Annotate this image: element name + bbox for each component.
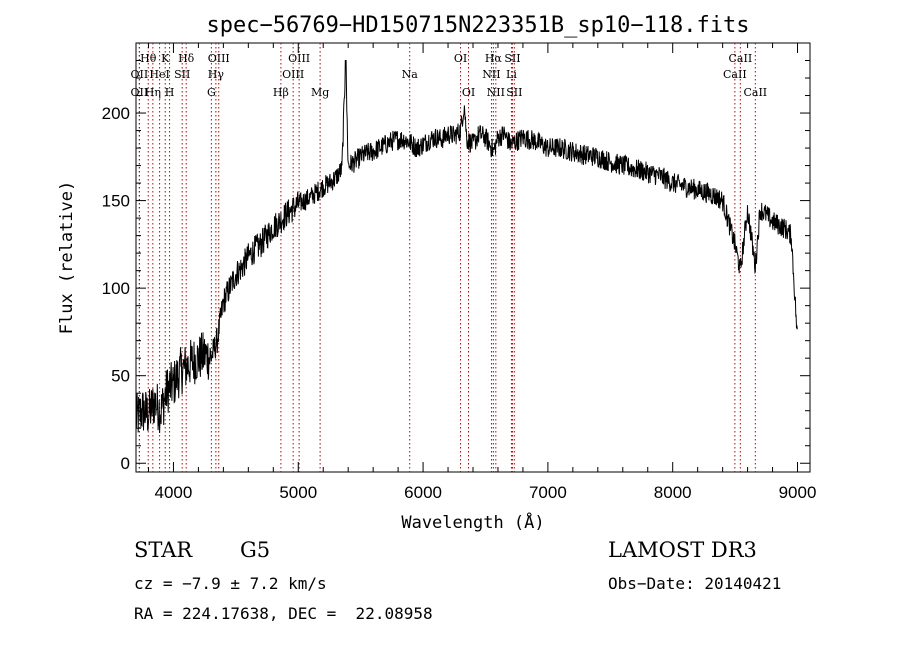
line-label-1: OII bbox=[131, 68, 149, 81]
x-tick-label-0: 4000 bbox=[155, 483, 193, 502]
line-label-11: Hγ bbox=[208, 68, 225, 81]
line-label-0: Hθ bbox=[140, 52, 157, 65]
spectrum-line bbox=[135, 60, 798, 434]
y-tick-label-2: 100 bbox=[102, 279, 130, 298]
line-label-16: Na bbox=[402, 68, 419, 81]
x-tick-label-5: 9000 bbox=[779, 483, 817, 502]
obs-date-label: Obs−Date: 20140421 bbox=[608, 574, 782, 593]
line-label-6: Hη bbox=[145, 86, 161, 99]
x-tick-label-1: 5000 bbox=[279, 483, 317, 502]
line-label-9: G bbox=[207, 86, 216, 99]
line-label-13: OIII bbox=[288, 52, 310, 65]
coordinates-label: RA = 224.17638, DEC = 22.08958 bbox=[134, 604, 433, 623]
object-class: STAR bbox=[134, 538, 193, 562]
x-axis-label: Wavelength (Å) bbox=[401, 511, 544, 533]
line-label-8: SII bbox=[174, 68, 190, 81]
line-label-2: OII bbox=[131, 86, 149, 99]
x-tick-label-2: 6000 bbox=[404, 483, 442, 502]
y-axis-label: Flux (relative) bbox=[57, 181, 77, 335]
y-tick-label-4: 200 bbox=[102, 104, 130, 123]
y-tick-label-0: 0 bbox=[121, 454, 130, 473]
line-label-12: Hβ bbox=[273, 86, 289, 99]
line-label-18: OI bbox=[462, 86, 475, 99]
y-tick-label-3: 150 bbox=[102, 192, 130, 211]
line-label-3: K bbox=[161, 52, 170, 65]
line-label-10: OIII bbox=[208, 52, 230, 65]
line-label-14: OIII bbox=[282, 68, 304, 81]
survey-label: LAMOST DR3 bbox=[608, 538, 757, 562]
line-label-20: SII bbox=[504, 52, 520, 65]
line-label-24: SII bbox=[506, 86, 522, 99]
line-label-19: Hα bbox=[485, 52, 503, 65]
line-label-21: NII bbox=[482, 68, 500, 81]
line-label-27: CaII bbox=[743, 86, 767, 99]
plot-frame bbox=[135, 42, 811, 473]
line-label-7: Hδ bbox=[178, 52, 195, 65]
redshift-label: cz = −7.9 ± 7.2 km/s bbox=[134, 574, 327, 593]
line-label-25: CaII bbox=[729, 52, 753, 65]
line-label-5: HeI bbox=[149, 68, 169, 81]
line-label-22: Li bbox=[506, 68, 517, 81]
x-tick-label-4: 8000 bbox=[654, 483, 692, 502]
object-subclass: G5 bbox=[240, 538, 271, 562]
line-label-26: CaII bbox=[723, 68, 747, 81]
y-tick-label-1: 50 bbox=[111, 367, 130, 386]
line-label-15: Mg bbox=[311, 86, 329, 99]
line-label-17: OI bbox=[454, 52, 467, 65]
line-label-23: NII bbox=[487, 86, 505, 99]
chart-title: spec−56769−HD150715N223351B_sp10−118.fit… bbox=[206, 13, 749, 38]
x-tick-label-3: 7000 bbox=[529, 483, 567, 502]
line-label-4: H bbox=[165, 86, 175, 99]
